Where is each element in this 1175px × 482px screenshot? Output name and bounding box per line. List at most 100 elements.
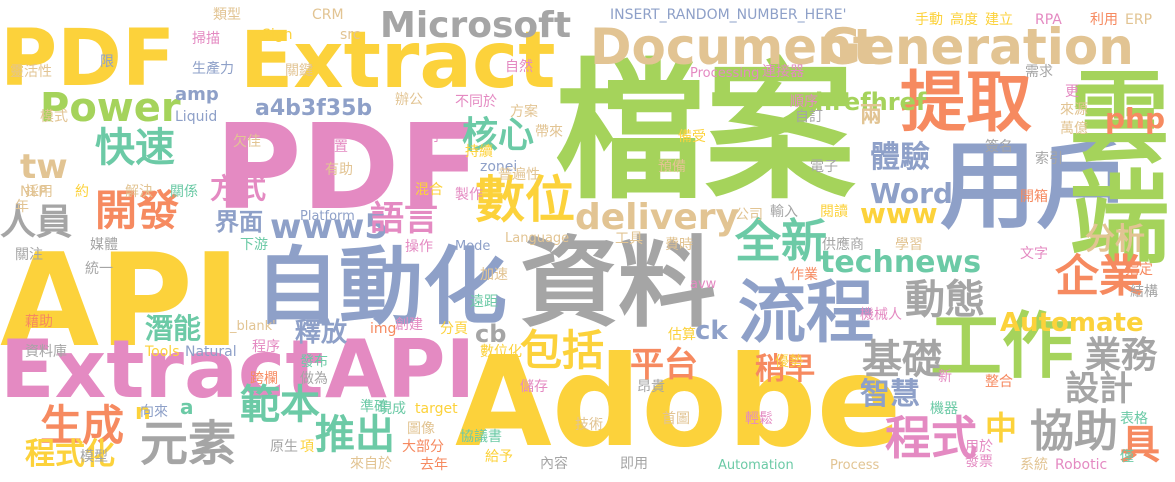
cloud-word-75-cjk: 不同於 — [455, 94, 497, 110]
cloud-word-74-cjk: 辦公 — [395, 92, 423, 108]
cloud-word-71-cjk: 掃描 — [192, 31, 220, 47]
cloud-word-113-cjk: 備受 — [678, 129, 706, 145]
cloud-word-99-cjk: 模式 — [40, 109, 68, 125]
cloud-word-19-cjk: 快速 — [95, 125, 175, 171]
cloud-word-124-cjk: 下游 — [240, 237, 268, 253]
cloud-word-41-hrefhref: hrefhref — [815, 88, 927, 116]
cloud-word-97-cjk: 限 — [100, 54, 114, 70]
cloud-word-176-cjk: 模型 — [80, 449, 108, 465]
cloud-word-20-cjk: 開發 — [95, 186, 180, 235]
cloud-word-90-cjk: 來源 — [1060, 102, 1088, 118]
cloud-word-120-cjk: 公司 — [735, 207, 763, 223]
cloud-word-38-word: Word — [870, 177, 953, 210]
cloud-word-92-cjk: 自訂 — [795, 109, 823, 125]
cloud-word-70-cjk: 類型 — [213, 7, 241, 23]
cloud-word-9-cjk: 用戶 — [940, 130, 1132, 242]
cloud-word-67-crm: CRM — [312, 7, 344, 23]
cloud-word-166-cjk: 機器 — [930, 401, 958, 417]
cloud-word-68-src: src — [340, 27, 361, 43]
cloud-word-65-n: n — [135, 400, 151, 425]
cloud-word-79-cjk: 帶來 — [535, 124, 563, 140]
cloud-word-76-cjk: 自然 — [505, 59, 533, 75]
cloud-word-42-cjk: 體驗 — [870, 140, 930, 175]
cloud-word-115-platform: Platform — [300, 209, 355, 224]
cloud-word-10-cjk: 自動化 — [255, 238, 508, 336]
cloud-word-2-api: API — [0, 227, 241, 376]
cloud-word-147-cjk: 資料庫 — [25, 344, 67, 360]
cloud-word-114-cjk: 電子 — [810, 159, 838, 175]
cloud-word-22-cjk: 核心 — [462, 115, 535, 156]
cloud-word-181-cjk: 去年 — [420, 457, 448, 473]
cloud-word-44-cjk: 設計 — [1065, 369, 1133, 409]
cloud-word-128-cjk: 供應商 — [822, 237, 864, 253]
cloud-word-108-cjk: 有助 — [325, 162, 353, 178]
cloud-word-28-cjk: 全新 — [735, 214, 827, 268]
cloud-word-98-liquid: Liquid — [175, 109, 218, 125]
cloud-word-53-cjk: 釋放 — [295, 318, 348, 348]
cloud-word-129-cjk: 學習 — [895, 237, 923, 253]
cloud-word-155-cjk: 新 — [938, 369, 952, 385]
cloud-word-185-automation: Automation — [718, 458, 794, 473]
cloud-word-137-avw: avw — [690, 277, 717, 292]
cloud-word-167-cjk: 表格 — [1120, 411, 1148, 427]
cloud-word-150-natural: Natural — [185, 344, 237, 360]
cloud-word-43-cjk: 業務 — [1085, 335, 1158, 376]
cloud-word-134-cjk: 媒體 — [90, 237, 118, 253]
cloud-word-17-power: Power — [40, 85, 181, 131]
cloud-word-95-cjk: 索引 — [1035, 151, 1063, 167]
cloud-word-8-api: API — [325, 323, 476, 416]
cloud-word-78-cjk: 方案 — [510, 104, 538, 120]
cloud-word-54-cjk: 潛能 — [145, 312, 202, 345]
cloud-word-84-cjk: 建立 — [985, 12, 1013, 28]
cloud-word-123-cjk: 開箱 — [1020, 189, 1048, 205]
cloud-word-15-cjk: 工作 — [930, 304, 1075, 388]
cloud-word-93-cjk: 順序 — [790, 94, 818, 110]
cloud-word-143-cjk: 創建 — [395, 317, 423, 333]
cloud-word-51-cjk: 界面 — [215, 208, 263, 236]
cloud-word-138-cjk: 作業 — [790, 267, 818, 283]
cloud-word-31-cjk: 程式 — [885, 411, 977, 465]
cloud-word-36-technews: technews — [820, 245, 982, 280]
cloud-word-58-amp: amp — [175, 84, 219, 105]
cloud-word-151-cjk: 發布 — [300, 354, 328, 370]
cloud-word-89-cjk: 更 — [1065, 84, 1079, 100]
cloud-word-72-cjk: 生產力 — [192, 61, 234, 77]
cloud-word-73-cjk: 關鍵 — [285, 63, 313, 79]
cloud-word-125-cjk: 操作 — [405, 239, 433, 255]
cloud-word-1-adobe: Adobe — [455, 330, 902, 475]
cloud-word-135-cjk: 統一 — [85, 261, 113, 277]
cloud-word-48-php: php — [1105, 102, 1166, 135]
cloud-word-5-pdf: PDF — [0, 14, 176, 104]
cloud-word-55-cjk: 智慧 — [860, 377, 920, 412]
cloud-word-169-cjk: 圖像 — [407, 421, 435, 437]
cloud-word-27-cjk: 包括 — [520, 326, 605, 375]
cloud-word-102-cjk: 約 — [75, 184, 89, 200]
cloud-word-46-cjk: 人員 — [0, 202, 73, 243]
cloud-word-29-cjk: 平台 — [630, 345, 698, 385]
cloud-word-66-insert-random-number-here: INSERT_RANDOM_NUMBER_HERE' — [610, 7, 847, 23]
cloud-word-172-cjk: 發票 — [965, 454, 993, 470]
cloud-word-146-cjk: 機械人 — [860, 307, 902, 323]
cloud-word-57-cjk: 稍早 — [755, 352, 815, 387]
cloud-word-30-cjk: 生成 — [40, 401, 125, 450]
cloud-word-88-cjk: 需求 — [1025, 64, 1053, 80]
cloud-word-80-processing: Processing — [690, 66, 760, 81]
cloud-word-25-cjk: 範本 — [240, 382, 320, 428]
cloud-word-83-cjk: 高度 — [950, 12, 978, 28]
cloud-word-101-nlp: NLP — [20, 184, 47, 200]
cloud-word-141-blank: _blank' — [230, 319, 276, 334]
cloud-word-24-cjk: 元素 — [140, 416, 237, 472]
cloud-word-81-cjk: 連接器 — [762, 64, 804, 80]
cloud-word-149-tools: Tools — [145, 344, 180, 360]
cloud-word-139-cjk: 遠距 — [470, 294, 498, 310]
cloud-word-144-cjk: 分頁 — [440, 321, 468, 337]
cloud-word-130-cjk: 文字 — [1020, 246, 1048, 262]
cloud-word-13-cjk: 提取 — [900, 64, 1032, 141]
cloud-word-107-cjk: 位置 — [320, 139, 348, 155]
cloud-word-0-cjk: 檔案 — [555, 46, 856, 220]
cloud-word-104-cjk: 解決 — [125, 184, 153, 200]
cloud-word-4-cjk: 資料 — [520, 227, 717, 341]
cloud-word-182-cjk: 給予 — [485, 449, 513, 465]
cloud-word-7-extract: Extract — [0, 323, 324, 416]
cloud-word-14-cjk: 流程 — [738, 274, 875, 353]
